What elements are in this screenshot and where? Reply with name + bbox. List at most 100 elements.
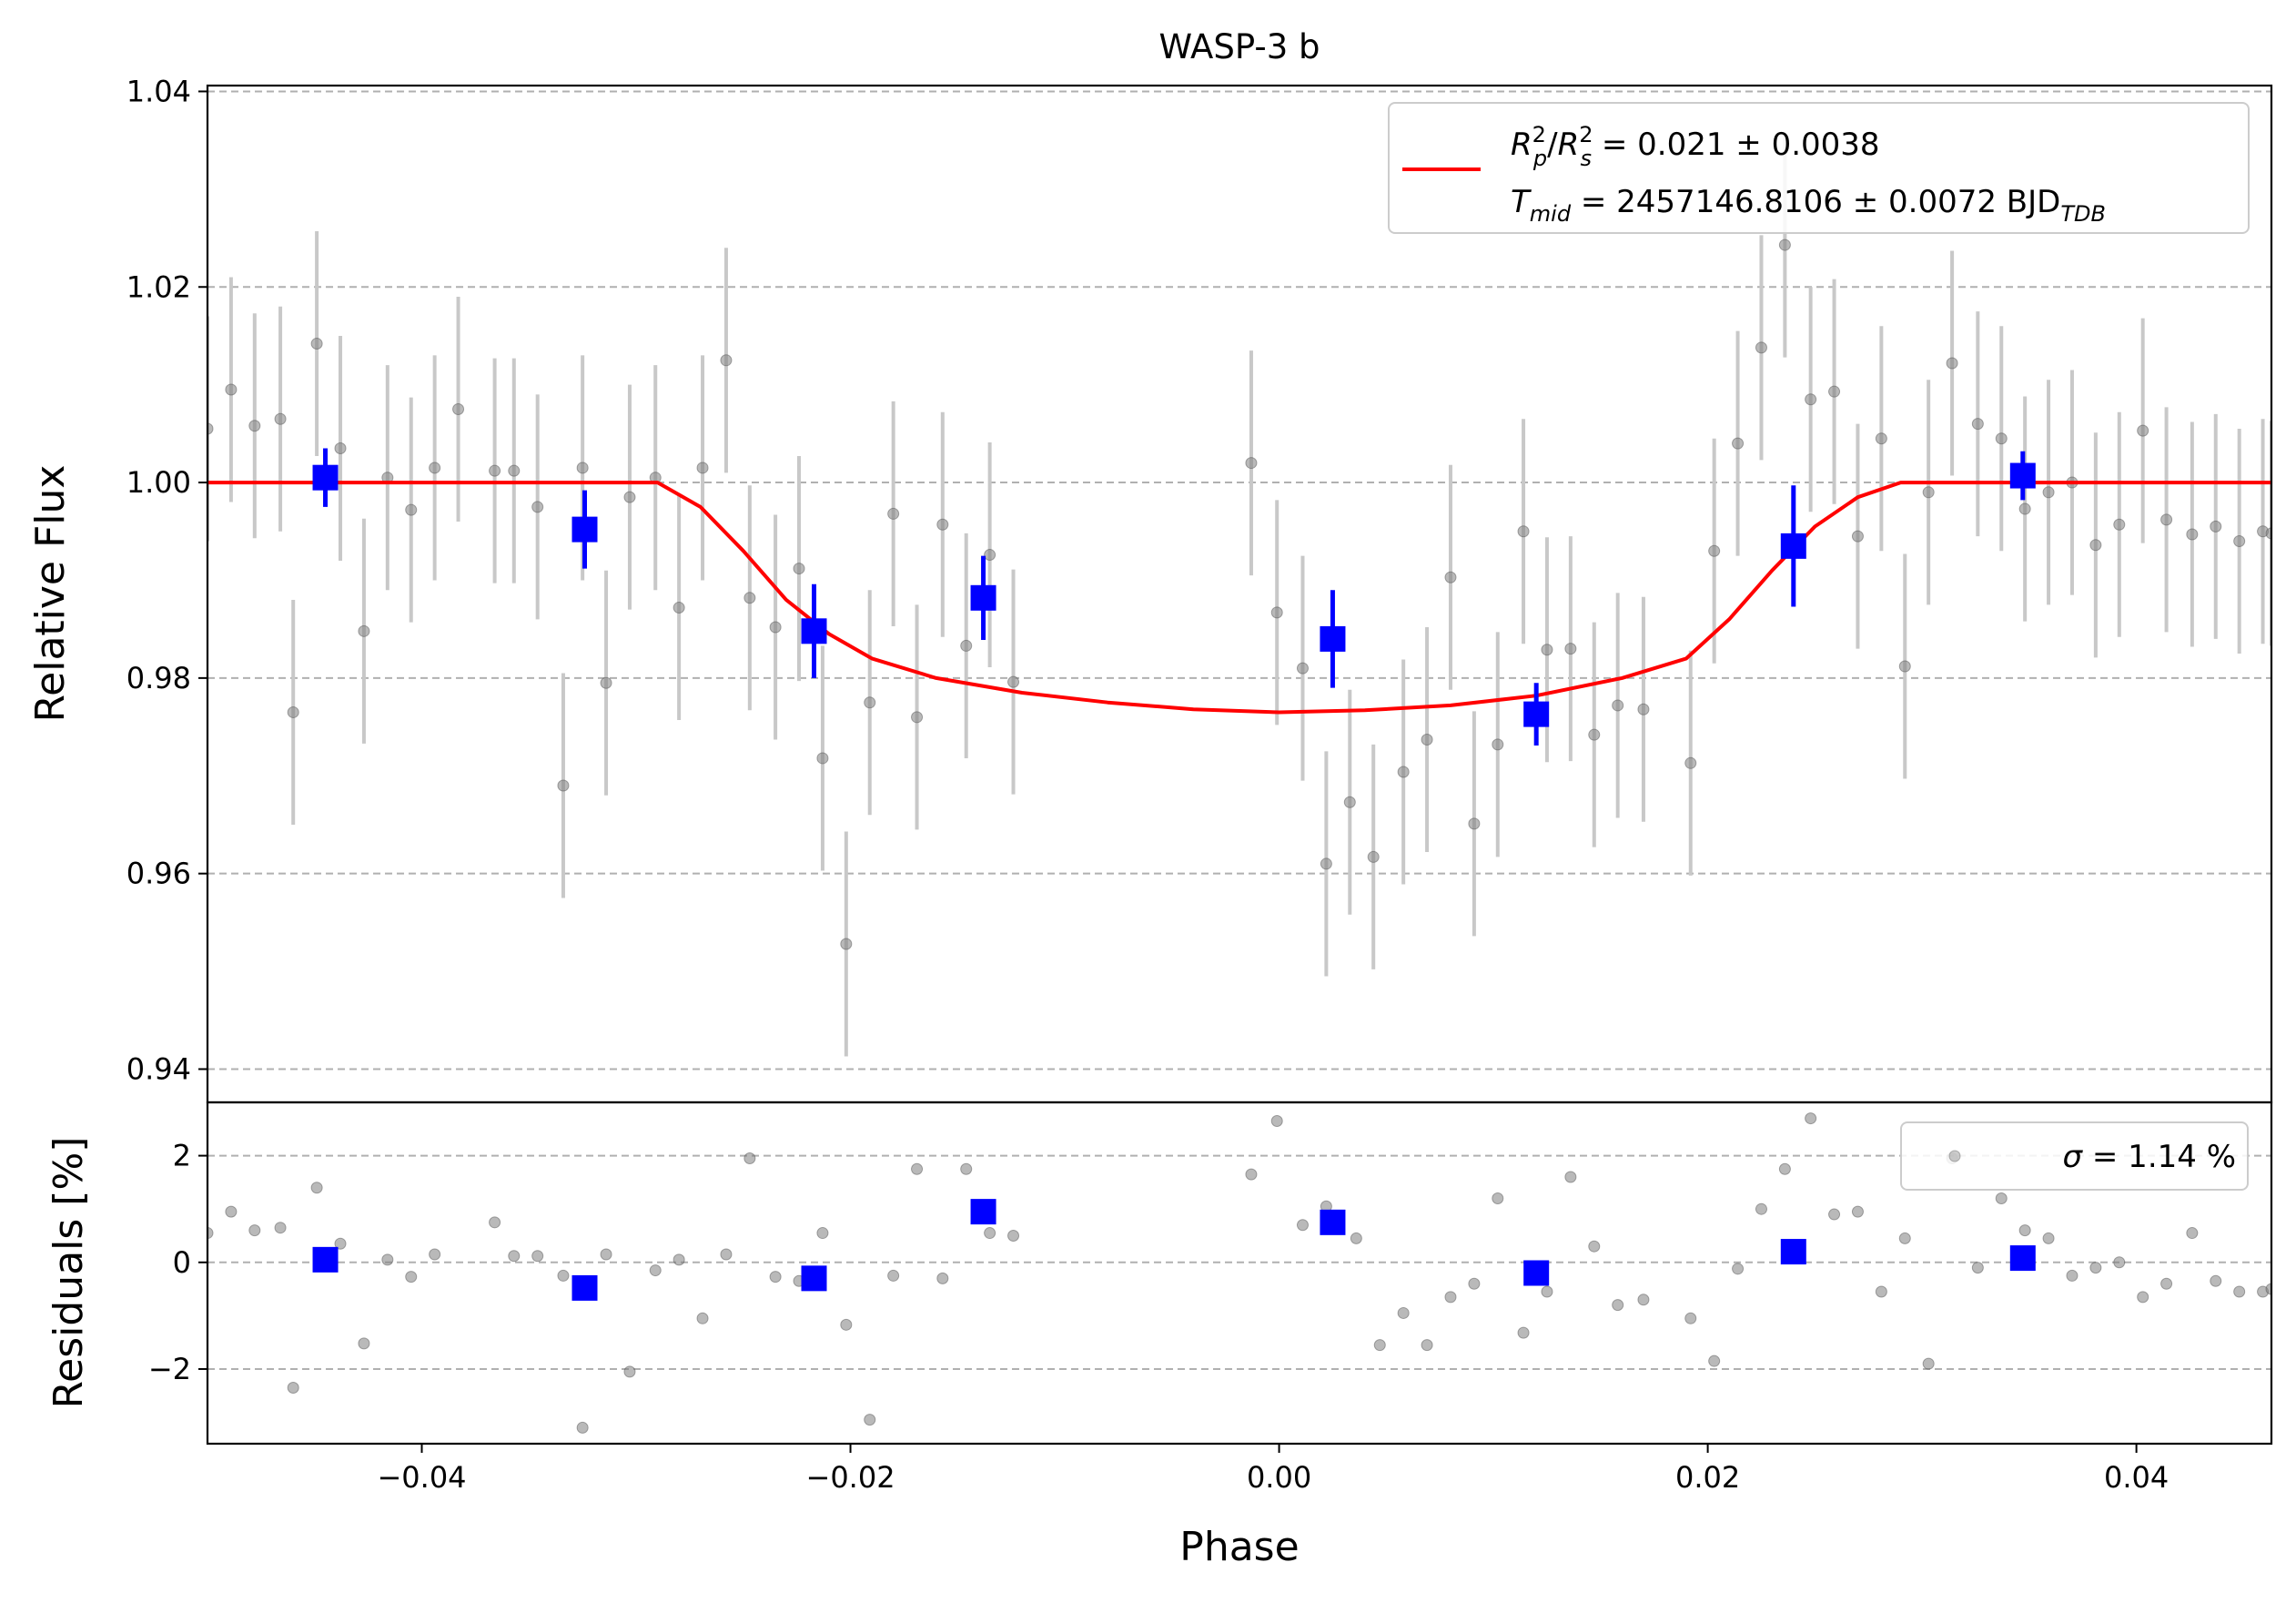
residual-raw-point: [960, 1162, 973, 1175]
residual-raw-point: [2160, 1277, 2173, 1290]
raw-point: [1778, 238, 1791, 251]
residual-raw-point: [720, 1248, 733, 1261]
residual-raw-point: [1922, 1357, 1935, 1370]
flux-y-tick-label: 1.02: [126, 269, 191, 304]
binned-point: [312, 464, 339, 491]
raw-point: [2018, 502, 2031, 515]
residual-raw-point: [1732, 1263, 1745, 1275]
binned-point: [801, 618, 827, 644]
residual-raw-point: [816, 1227, 829, 1240]
residual-raw-point: [1350, 1232, 1362, 1244]
residual-raw-point: [405, 1271, 418, 1283]
residual-raw-point: [1971, 1262, 1984, 1274]
residual-raw-point: [911, 1162, 924, 1175]
residual-raw-point: [887, 1269, 900, 1282]
legend-tmid-symbol: T: [1511, 184, 1532, 220]
flux-y-ticks: 0.94 0.96 0.98 1.00 1.02 1.04: [126, 74, 207, 1086]
raw-point: [1637, 703, 1650, 715]
residual-raw-point: [1007, 1229, 1020, 1242]
binned-point: [1523, 701, 1550, 727]
residual-raw-point: [310, 1182, 323, 1194]
raw-point: [936, 518, 949, 531]
raw-point: [1805, 393, 1817, 406]
residuals-panel-frame: [206, 1101, 2273, 1446]
residual-raw-point: [743, 1152, 756, 1165]
residual-raw-point: [1684, 1312, 1697, 1324]
x-tick-label: 0.02: [1675, 1460, 1740, 1495]
residual-raw-point: [1373, 1339, 1386, 1352]
raw-point: [1541, 644, 1553, 656]
residual-raw-point: [1828, 1208, 1841, 1221]
residual-raw-point: [1492, 1192, 1504, 1204]
raw-point: [2089, 539, 2102, 552]
raw-point: [1564, 643, 1577, 655]
raw-point: [1588, 728, 1601, 741]
residual-raw-point: [696, 1312, 709, 1324]
raw-point: [274, 412, 287, 425]
raw-point: [720, 354, 733, 367]
flux-y-axis-label: Relative Flux: [27, 465, 74, 723]
raw-point: [1270, 606, 1283, 619]
raw-point: [334, 441, 347, 454]
flux-gridlines: [207, 90, 2271, 1070]
residual-binned-point: [1780, 1239, 1806, 1265]
x-tick-label: −0.04: [377, 1460, 466, 1495]
residual-raw-point: [1778, 1162, 1791, 1175]
residual-raw-point: [248, 1224, 261, 1237]
residual-raw-point: [1444, 1291, 1457, 1304]
residual-raw-point: [1541, 1285, 1553, 1298]
sigma-value: = 1.14 %: [2082, 1139, 2236, 1175]
residuals-y-tick-label: 2: [173, 1139, 191, 1173]
raw-point: [287, 705, 299, 718]
raw-point: [1367, 850, 1380, 863]
residual-raw-point: [864, 1414, 876, 1426]
raw-point: [1946, 357, 1958, 370]
residuals-data-layer: [207, 1112, 2271, 1434]
raw-point: [1851, 530, 1864, 543]
flux-panel: 0.94 0.96 0.98 1.00 1.02 1.04 Relative Flux R…: [27, 74, 2273, 1104]
residual-raw-point: [769, 1271, 782, 1283]
residuals-legend: σ = 1.14 %: [1900, 1121, 2249, 1191]
flux-y-tick-label: 0.98: [126, 661, 191, 695]
residual-raw-point: [1564, 1171, 1577, 1183]
residual-raw-point: [1397, 1306, 1410, 1319]
residuals-legend-box: [1900, 1121, 2249, 1191]
raw-point: [1343, 796, 1356, 808]
residual-binned-point: [970, 1199, 996, 1225]
legend-depth-sub1: p: [1532, 146, 1547, 171]
residual-raw-point: [576, 1421, 589, 1434]
residual-raw-point: [1755, 1202, 1767, 1215]
residual-raw-point: [623, 1365, 636, 1378]
residual-raw-point: [2066, 1269, 2079, 1282]
raw-point: [793, 563, 805, 575]
legend-depth-sup2: 2: [1579, 122, 1593, 147]
raw-point: [600, 676, 612, 689]
raw-point: [1517, 525, 1530, 538]
raw-point: [248, 420, 261, 432]
flux-legend-box: [1388, 102, 2250, 234]
raw-point: [960, 639, 973, 652]
sigma-legend-text: σ = 1.14 %: [2063, 1139, 2236, 1175]
residual-raw-point: [1898, 1232, 1911, 1244]
raw-point: [911, 711, 924, 724]
residuals-y-tick-label: 0: [173, 1245, 191, 1280]
raw-point: [1684, 756, 1697, 769]
residual-raw-point: [1517, 1326, 1530, 1339]
binned-point: [1320, 625, 1346, 652]
raw-point: [452, 403, 465, 416]
raw-point: [2042, 486, 2055, 499]
raw-point: [2233, 535, 2246, 548]
residual-raw-point: [600, 1248, 612, 1261]
residual-raw-point: [1296, 1219, 1309, 1232]
residual-raw-point: [1245, 1168, 1258, 1181]
raw-point: [1755, 341, 1767, 354]
raw-point: [2210, 520, 2222, 533]
residual-binned-point: [801, 1265, 827, 1292]
residual-binned-point: [312, 1246, 339, 1273]
residuals-y-ticks: −2 0 2: [148, 1139, 207, 1386]
raw-point: [405, 503, 418, 516]
legend-depth-sup1: 2: [1532, 122, 1546, 147]
residual-raw-point: [1805, 1112, 1817, 1125]
raw-point: [623, 491, 636, 503]
raw-point: [864, 696, 876, 709]
